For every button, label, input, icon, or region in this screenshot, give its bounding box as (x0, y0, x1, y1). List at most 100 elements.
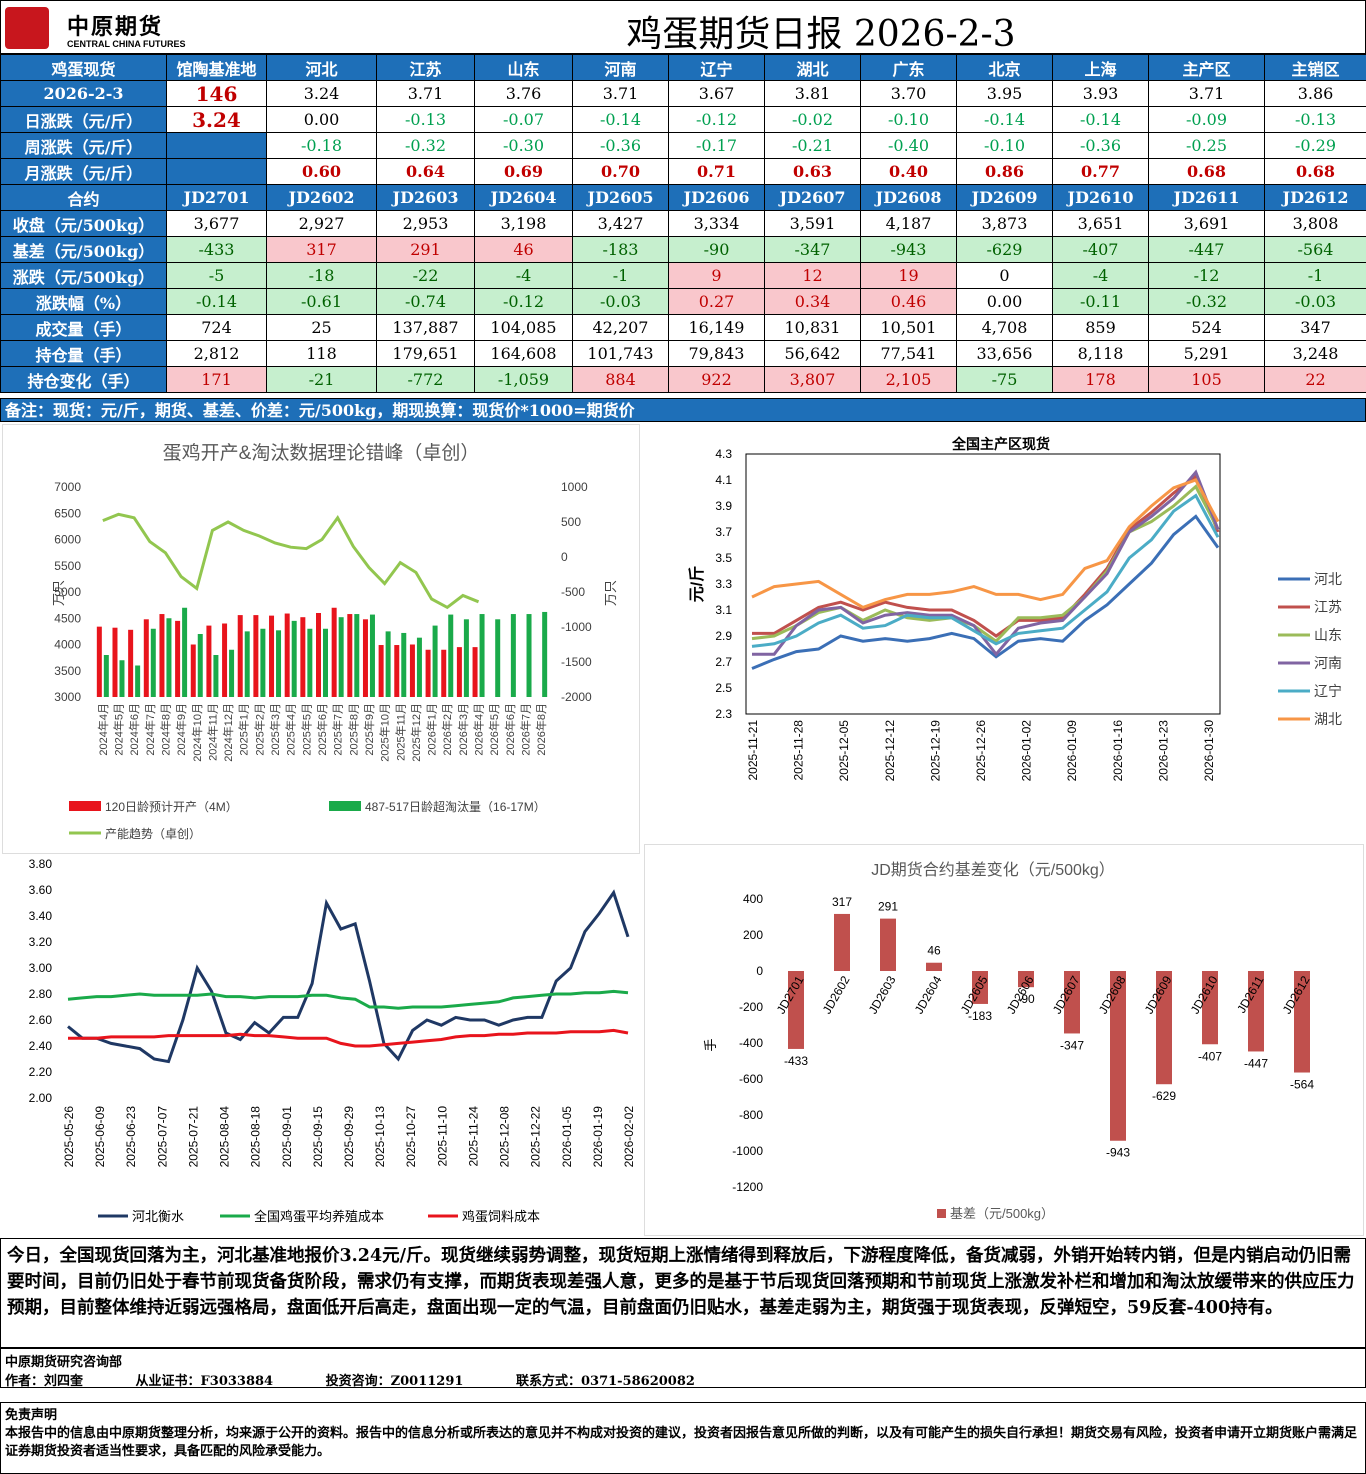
basis-bar (972, 971, 988, 1004)
data-label: -629 (1152, 1089, 1176, 1103)
futures-cell: -0.32 (1148, 288, 1265, 315)
futures-cell: 0.27 (668, 288, 765, 315)
futures-cell: 4,187 (860, 210, 957, 237)
basis-bar (1294, 971, 1310, 1073)
x-tick-label: 2026年8月 (534, 703, 548, 756)
capacity-trend-line (102, 512, 480, 610)
bar-open (441, 649, 447, 697)
x-tick-label: 2025-11-21 (746, 720, 760, 781)
futures-cell: -0.03 (572, 288, 669, 315)
contract-header: JD2701 (166, 184, 267, 211)
futures-cell: 2,105 (860, 366, 957, 393)
logo-mark-icon (5, 7, 49, 49)
x-tick-label: 2025-12-26 (974, 720, 988, 782)
y-axis-label: 元/斤 (688, 566, 706, 602)
spot-col-header: 北京 (956, 54, 1053, 81)
futures-cell: 10,501 (860, 314, 957, 341)
footer-dept: 中原期货研究咨询部 (5, 1355, 123, 1370)
basis-bar (880, 918, 896, 971)
futures-cell: -1 (572, 262, 669, 289)
spot-cell: -0.18 (266, 132, 377, 159)
y-tick-label: 5000 (54, 585, 81, 599)
bar-cull (432, 625, 438, 697)
x-tick-label: 2025年2月 (252, 703, 266, 756)
futures-cell: 101,743 (572, 340, 669, 367)
futures-cell: -90 (668, 236, 765, 263)
basis-chart: JD期货合约基差变化（元/500kg） -1200 -1000 -800 -600 -40… (644, 844, 1364, 1236)
bar-cull (119, 660, 125, 697)
futures-cell: -0.12 (474, 288, 573, 315)
x-tick-label: 2025-05-26 (62, 1106, 76, 1168)
legend-label: 山东 (1314, 627, 1342, 643)
legend-label: 河南 (1314, 655, 1342, 671)
y-tick-label: 3000 (54, 690, 81, 704)
bar-open (128, 629, 134, 697)
futures-cell: 884 (572, 366, 669, 393)
spot-cell: 3.24 (266, 80, 377, 107)
spot-row-label: 2026-2-3 (0, 80, 167, 107)
spot-cell: -0.10 (956, 132, 1053, 159)
legend-swatch (937, 1209, 946, 1218)
x-tick-label: 2026-01-23 (1156, 720, 1170, 782)
futures-cell: 724 (166, 314, 267, 341)
bar-cull (401, 632, 407, 697)
x-tick-label: 2025-09-29 (342, 1106, 356, 1168)
spot-cell: -0.30 (474, 132, 573, 159)
spot-cell: -0.36 (1052, 132, 1149, 159)
bar-open (456, 647, 462, 697)
futures-cell: 77,541 (860, 340, 957, 367)
plot-frame (745, 453, 1221, 715)
x-tick-label: JD2603 (866, 973, 899, 1016)
y-tick-label: 4.3 (715, 447, 732, 461)
bar-open (284, 613, 290, 697)
spot-col-header: 山东 (474, 54, 573, 81)
basis-bar (1064, 971, 1080, 1034)
y-tick-label: 3.7 (715, 525, 732, 539)
data-label: 317 (832, 895, 852, 909)
bar-open (316, 613, 321, 697)
bar-cull (323, 628, 328, 697)
spot-row: 月涨跌（元/斤） 0.60 0.64 0.69 0.70 0.71 0.63 0.40 0.86… (0, 158, 1366, 185)
futures-cell: 9 (668, 262, 765, 289)
y-tick-label: -400 (739, 1036, 763, 1050)
y-right-tick-label: -1500 (561, 655, 592, 669)
footer-author: 作者：刘四奎 (5, 1374, 84, 1389)
x-tick-label: 2025-10-13 (373, 1106, 387, 1168)
bar-open (394, 645, 400, 697)
spot-row-label: 周涨跌（元/斤） (0, 132, 167, 159)
spot-cell: -0.32 (376, 132, 475, 159)
spot-cell: 3.70 (860, 80, 957, 107)
spot-cell: 0.64 (376, 158, 475, 185)
x-tick-label: 2026-01-02 (1020, 720, 1034, 782)
spot-cell: 0.77 (1052, 158, 1149, 185)
contract-header: JD2608 (860, 184, 957, 211)
company-logo: 中原期货 CENTRAL CHINA FUTURES (5, 5, 195, 51)
futures-cell: 79,843 (668, 340, 765, 367)
futures-cell: -347 (764, 236, 861, 263)
bar-cull (526, 614, 532, 697)
footer-cert: 从业证书：F3033884 (135, 1374, 274, 1389)
spot-cell: 3.71 (1148, 80, 1265, 107)
spot-cell: -0.21 (764, 132, 861, 159)
spot-cell: 0.86 (956, 158, 1053, 185)
futures-cell: 33,656 (956, 340, 1053, 367)
futures-cell: 164,608 (474, 340, 573, 367)
futures-cell: 105 (1148, 366, 1265, 393)
contract-header: JD2604 (474, 184, 573, 211)
y-tick-label: 2.20 (29, 1065, 53, 1079)
futures-cell: 347 (1264, 314, 1366, 341)
bar-open (331, 607, 337, 697)
futures-cell: 2,812 (166, 340, 267, 367)
spot-col-header: 湖北 (764, 54, 861, 81)
logo-en: CENTRAL CHINA FUTURES (67, 39, 186, 49)
futures-row-label: 基差（元/500kg） (0, 236, 167, 263)
x-tick-label: 2025-11-10 (435, 1106, 449, 1167)
hebei-cost-svg: 2.00 2.20 2.40 2.60 2.80 3.00 3.20 3.40 3.60 3.80… (29, 857, 636, 1224)
x-tick-label: 2025-09-01 (280, 1106, 294, 1168)
bar-cull (463, 619, 469, 697)
futures-cell: -1,059 (474, 366, 573, 393)
futures-cell: 22 (1264, 366, 1366, 393)
x-tick-label: 2025年3月 (268, 703, 282, 756)
spot-cell: 0.40 (860, 158, 957, 185)
spot-col-header: 河南 (572, 54, 669, 81)
